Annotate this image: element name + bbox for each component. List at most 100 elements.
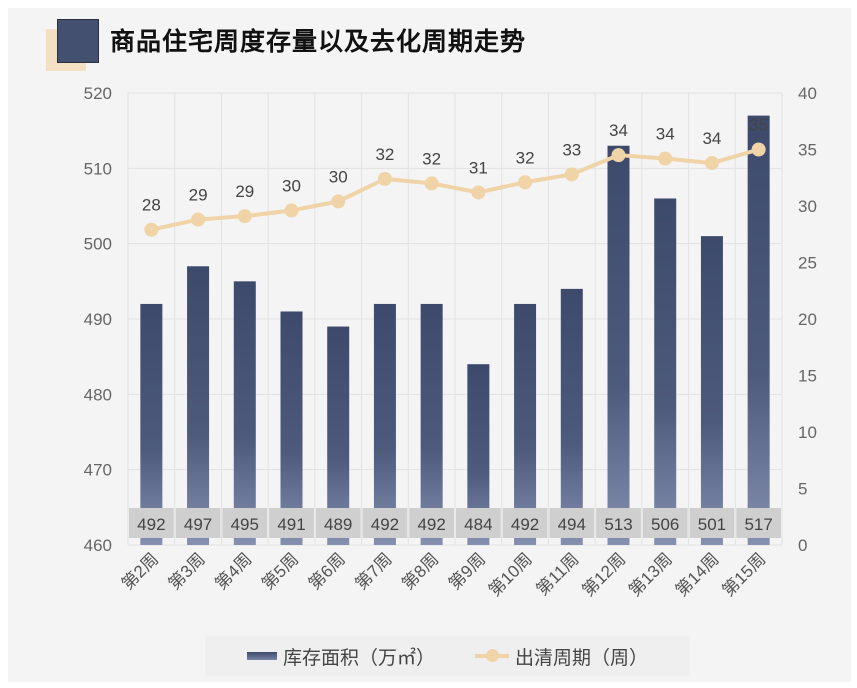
line-series <box>150 147 760 232</box>
line-point <box>144 222 159 237</box>
line-point <box>471 185 486 200</box>
line-data-label: 29 <box>189 186 208 205</box>
y-right-tick: 40 <box>798 84 817 103</box>
bar-data-label-bg <box>736 508 781 538</box>
line-point <box>237 209 252 224</box>
bar-data-label-bg <box>222 508 268 538</box>
bar-data-label-bg <box>129 508 174 538</box>
bar-data-label-bg <box>689 508 735 538</box>
bar <box>280 311 303 545</box>
bar-data-label: 513 <box>604 515 632 534</box>
y-left-tick: 480 <box>84 385 112 404</box>
bar-data-label-bg <box>409 508 454 538</box>
y-right-tick: 15 <box>798 367 817 386</box>
y-left-tick: 470 <box>84 461 112 480</box>
bar-data-label: 501 <box>698 515 726 534</box>
x-tick-label: 第11周 <box>533 549 583 599</box>
line-data-label: 30 <box>282 177 301 196</box>
line-point <box>564 167 579 182</box>
bar-data-label-bg <box>596 508 641 538</box>
line-data-label: 32 <box>375 145 394 164</box>
legend-label: 出清周期（周） <box>515 646 649 669</box>
bar <box>327 326 350 545</box>
x-tick-label: 第3周 <box>165 549 209 593</box>
bar <box>187 266 210 545</box>
bar-data-label: 492 <box>371 515 399 534</box>
line-point <box>611 148 626 163</box>
chart-title: 商品住宅周度存量以及去化周期走势 <box>110 27 527 56</box>
bar <box>700 236 723 545</box>
bar-data-label: 489 <box>324 515 352 534</box>
bar-data-label: 495 <box>231 515 259 534</box>
line-point <box>518 175 533 190</box>
bar <box>373 303 396 545</box>
y-right-tick: 0 <box>798 536 807 555</box>
bar <box>140 303 163 545</box>
bar-data-label-bg <box>362 508 408 538</box>
legend-label: 库存面积（万㎡） <box>282 646 435 669</box>
line-data-label: 28 <box>142 196 161 215</box>
line-point <box>191 212 206 227</box>
y-right-tick: 25 <box>798 254 817 273</box>
line-point <box>284 203 299 218</box>
line-point <box>751 142 766 157</box>
bar-data-label: 492 <box>417 515 445 534</box>
x-tick-label: 第6周 <box>305 549 349 593</box>
bar-data-label: 517 <box>744 515 772 534</box>
y-left-tick: 500 <box>84 235 112 254</box>
bar-data-label: 506 <box>651 515 679 534</box>
x-tick-label: 第5周 <box>258 549 302 593</box>
line-data-label: 34 <box>609 121 628 140</box>
line-data-label: 35 <box>749 116 768 135</box>
y-right-tick: 5 <box>798 480 807 499</box>
y-left-tick: 490 <box>84 310 112 329</box>
bar <box>560 288 583 545</box>
bar <box>467 364 490 545</box>
line-point <box>331 194 346 209</box>
legend-line-swatch <box>475 649 509 662</box>
bar-data-label-bg <box>175 508 221 538</box>
bar-data-label: 484 <box>464 515 492 534</box>
legend-item-inventory[interactable]: 库存面积（万㎡） <box>246 643 435 670</box>
line-data-label: 32 <box>422 149 441 168</box>
bar-data-label: 497 <box>184 515 212 534</box>
line-data-label: 33 <box>562 140 581 159</box>
x-tick-label: 第9周 <box>445 549 489 593</box>
x-tick-label: 第12周 <box>578 549 629 600</box>
bar-data-label-bg <box>549 508 595 538</box>
legend-bar-swatch <box>246 652 277 660</box>
x-tick-label: 第7周 <box>352 549 396 593</box>
bar-data-label: 492 <box>511 515 539 534</box>
y-left-tick: 520 <box>84 84 112 103</box>
x-tick-label: 第15周 <box>719 549 770 600</box>
y-left-tick: 460 <box>84 536 112 555</box>
bar-data-label: 492 <box>137 515 165 534</box>
legend: 库存面积（万㎡） 出清周期（周） <box>205 636 690 676</box>
line-data-label: 31 <box>469 158 488 177</box>
legend-item-cycle[interactable]: 出清周期（周） <box>475 643 648 670</box>
line-point <box>658 151 673 166</box>
line-point <box>704 156 719 171</box>
y-left-tick: 510 <box>84 159 112 178</box>
title-square-icon <box>57 19 99 63</box>
line-point <box>377 171 392 186</box>
bar <box>747 115 770 545</box>
bar-data-label-bg <box>456 508 501 538</box>
y-right-tick: 10 <box>798 423 817 442</box>
line-data-label: 29 <box>235 182 254 201</box>
bar-data-label-bg <box>642 508 688 538</box>
bar-data-label-bg <box>269 508 314 538</box>
x-tick-label: 第14周 <box>672 549 723 600</box>
x-tick-label: 第4周 <box>211 549 255 593</box>
x-tick-label: 第8周 <box>398 549 442 593</box>
bar-data-label: 494 <box>558 515 586 534</box>
y-right-tick: 30 <box>798 197 817 216</box>
line-point <box>424 176 439 191</box>
bar <box>607 145 630 545</box>
x-tick-label: 第10周 <box>485 549 536 600</box>
bar-data-label-bg <box>315 508 361 538</box>
y-right-tick: 20 <box>798 310 817 329</box>
bar-data-label-bg <box>502 508 548 538</box>
y-right-tick: 35 <box>798 141 817 160</box>
